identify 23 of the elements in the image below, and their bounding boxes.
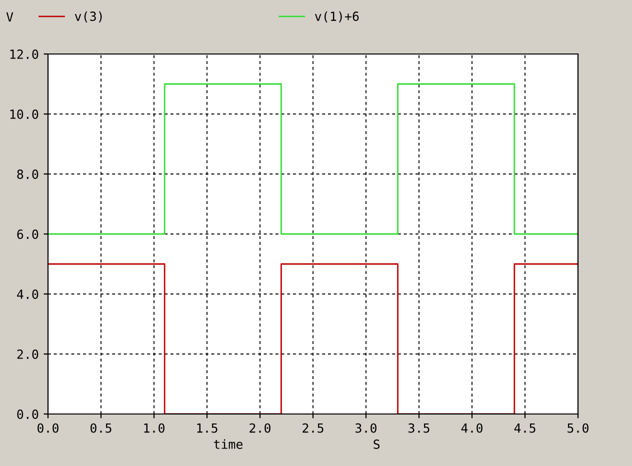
x-tick-label: 3.5 [408, 423, 430, 433]
x-tick-label: 0.5 [90, 423, 112, 433]
y-tick-label: 2.0 [17, 350, 38, 359]
legend-label: v(1)+6 [314, 11, 359, 22]
x-tick-label: 0.0 [38, 423, 58, 433]
legend-label: v(3) [74, 11, 102, 22]
x-tick-label: 4.0 [461, 423, 482, 433]
x-tick-label: 3.0 [356, 423, 376, 433]
x-tick-label: 1.5 [197, 423, 218, 433]
x-tick-label: 2.0 [250, 423, 270, 433]
y-tick-label: 4.0 [17, 290, 38, 299]
y-tick-label: 0.0 [17, 410, 38, 419]
y-axis-title: V [6, 12, 14, 22]
text: S [374, 439, 380, 449]
x-tick-label: 1.0 [144, 423, 164, 433]
y-tick-label: 10.0 [10, 110, 38, 119]
x-tick-label: 4.5 [514, 423, 536, 433]
y-tick-label: 8.0 [17, 170, 38, 179]
y-tick-label: 12.0 [10, 50, 38, 59]
y-tick-label: 6.0 [17, 230, 38, 239]
x-tick-label: 5.0 [568, 423, 588, 433]
x-axis-title: time [214, 439, 243, 449]
x-tick-label: 2.5 [302, 423, 324, 433]
